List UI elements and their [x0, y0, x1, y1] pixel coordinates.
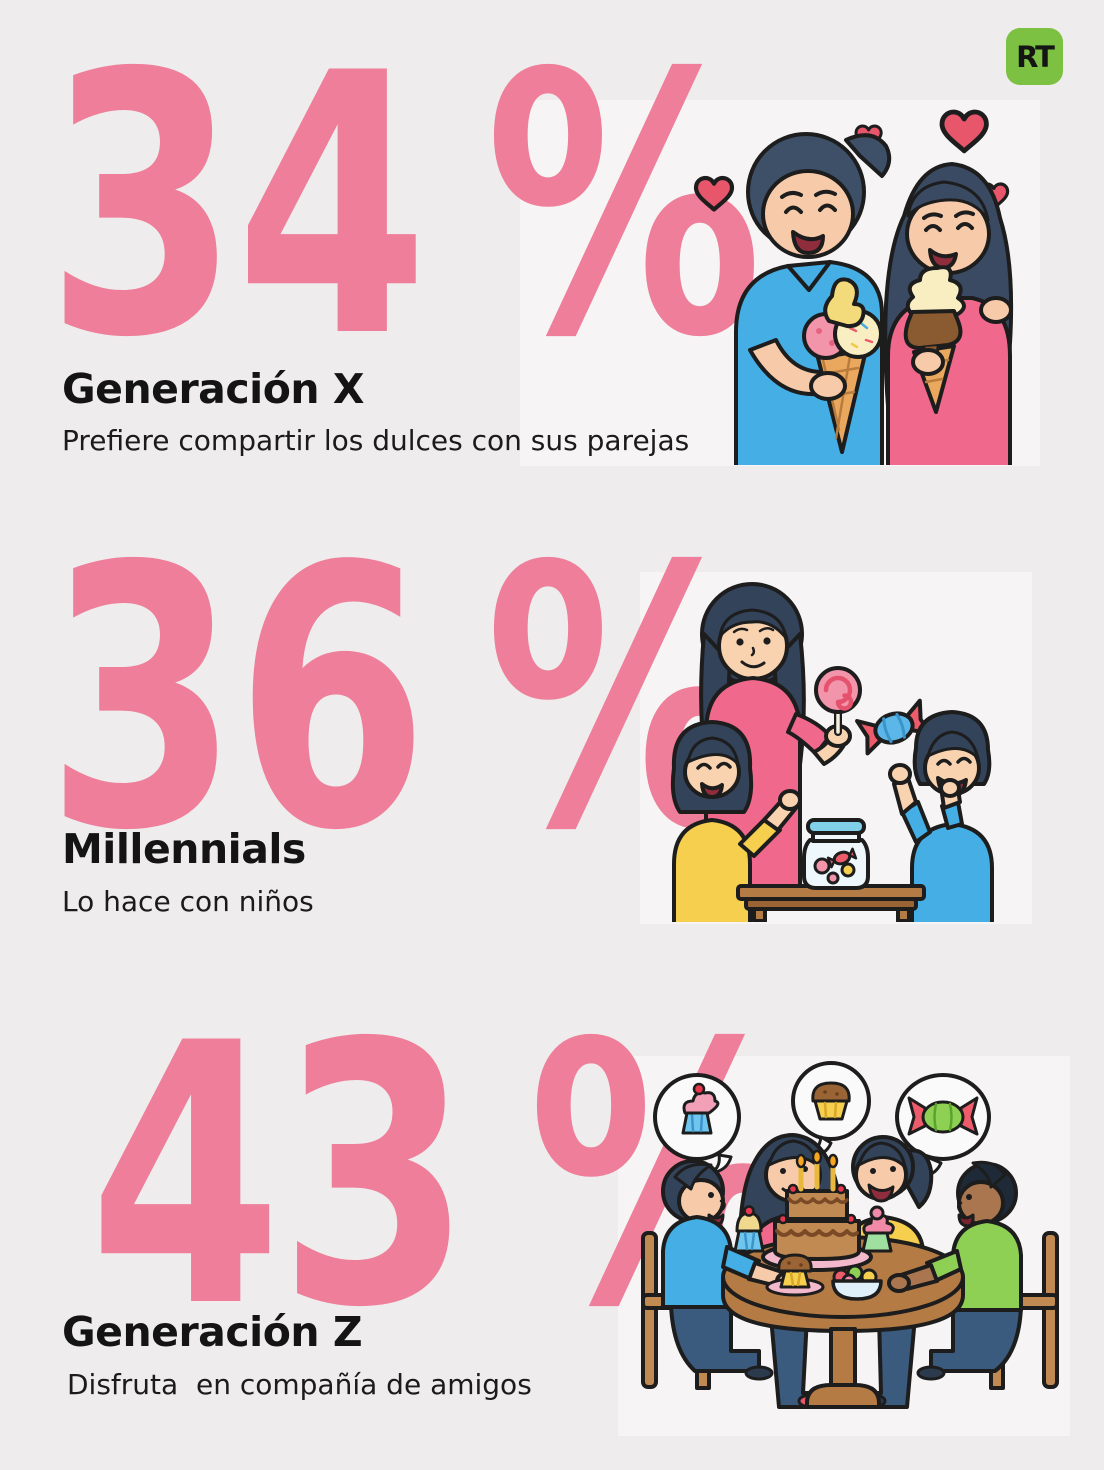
hand-on-shoulder: [979, 296, 1013, 324]
candy-jar-icon: [802, 818, 870, 890]
muffin-on-plate-icon: [765, 1253, 825, 1297]
stat-value-millennials: 36 %: [46, 490, 763, 909]
speech-bubble-muffin-icon: [791, 1061, 871, 1157]
boy-figure: [888, 710, 994, 922]
girl-figure: [670, 720, 802, 922]
stat-label-generacion-x: Generación X: [62, 365, 364, 413]
stat-label-millennials: Millennials: [62, 825, 306, 873]
friends-sharing-desserts-illustration: [641, 1061, 1059, 1409]
couple-sharing-ice-cream-illustration: [693, 109, 1014, 465]
friend-green-shirt: [916, 1160, 1023, 1381]
stat-label-generacion-z: Generación Z: [62, 1308, 363, 1356]
mother-giving-candy-to-children-illustration: [670, 582, 994, 922]
wrapped-candy-icon: [855, 698, 933, 756]
birthday-cake-icon: [761, 1149, 873, 1272]
lollipop-icon: [814, 666, 862, 736]
stat-description-millennials: Lo hace con niños: [62, 885, 314, 918]
candy-bowl-icon: [831, 1264, 883, 1301]
soft-serve-cone-icon: [903, 265, 966, 414]
speech-bubble-cupcake-icon: [653, 1073, 741, 1175]
table: [736, 884, 926, 922]
pink-cupcake-icon: [861, 1205, 895, 1253]
rt-logo-text: RT: [1016, 39, 1055, 74]
stat-description-generacion-x: Prefiere compartir los dulces con sus pa…: [62, 424, 690, 457]
cupcake-icon: [733, 1205, 765, 1253]
stat-description-generacion-z: Disfruta en compañía de amigos: [67, 1368, 532, 1401]
stat-value-generacion-x: 34 %: [46, 0, 763, 416]
rt-logo: RT: [1006, 28, 1063, 85]
man-figure: [734, 132, 892, 465]
ice-cream-cone-icon: [802, 277, 883, 454]
speech-bubble-candy-icon: [895, 1073, 991, 1179]
friend-blue-shirt: [661, 1159, 774, 1381]
